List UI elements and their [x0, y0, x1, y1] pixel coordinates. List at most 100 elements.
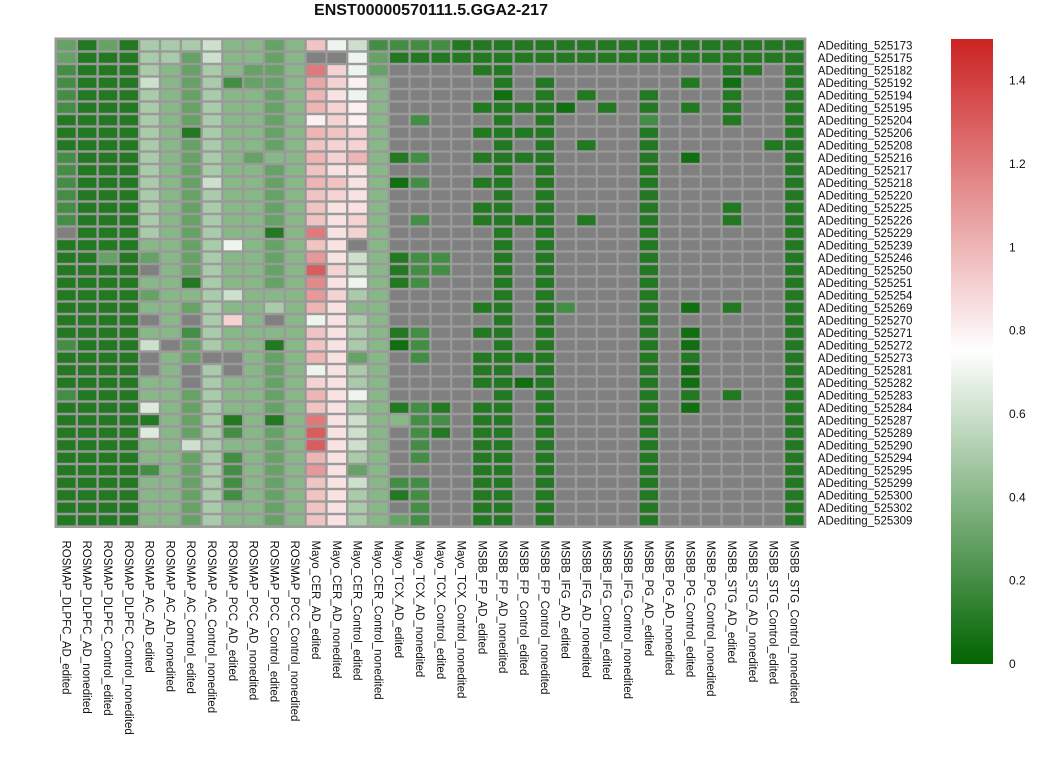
heatmap-cell	[327, 427, 346, 438]
heatmap-cell	[306, 252, 326, 263]
heatmap-cell	[140, 452, 159, 463]
heatmap-cell	[785, 190, 804, 201]
heatmap-cell	[98, 327, 118, 338]
heatmap-cell	[223, 302, 242, 313]
heatmap-cell	[161, 165, 180, 176]
heatmap-cell	[535, 177, 554, 188]
heatmap-cell	[785, 390, 804, 401]
heatmap-cell	[556, 352, 575, 363]
heatmap-cell	[535, 302, 554, 313]
heatmap-cell	[743, 115, 762, 126]
heatmap-cell	[265, 402, 284, 413]
heatmap-cell	[98, 427, 118, 438]
row-label: ADediting_525226	[818, 215, 913, 227]
heatmap-cell	[452, 227, 471, 238]
heatmap-cell	[785, 415, 804, 426]
heatmap-cell	[265, 290, 284, 301]
heatmap-cell	[598, 102, 617, 113]
column-label: MSBB_STG_Control_nonedited	[787, 541, 799, 704]
heatmap-cell	[660, 402, 679, 413]
heatmap-cell	[660, 65, 679, 76]
heatmap-cell	[598, 340, 617, 351]
heatmap-cell	[598, 65, 617, 76]
heatmap-cell	[202, 152, 222, 163]
heatmap-cell	[202, 177, 222, 188]
heatmap-cell	[57, 515, 76, 526]
heatmap-cell	[306, 65, 326, 76]
heatmap-cell	[577, 302, 596, 313]
heatmap-cell	[556, 127, 575, 138]
heatmap-cell	[514, 190, 534, 201]
column-label: MSBB_IFG_Control_nonedited	[621, 541, 633, 700]
heatmap-cell	[473, 190, 492, 201]
heatmap-cell	[598, 202, 617, 213]
heatmap-cell	[369, 115, 388, 126]
heatmap-cell	[223, 190, 242, 201]
heatmap-cell	[577, 502, 596, 513]
heatmap-cell	[702, 127, 721, 138]
heatmap-cell	[78, 127, 97, 138]
heatmap-cell	[514, 290, 534, 301]
heatmap-cell	[785, 502, 804, 513]
heatmap-cell	[265, 77, 284, 88]
heatmap-cell	[660, 277, 679, 288]
heatmap-cell	[431, 465, 450, 476]
heatmap-cell	[577, 402, 596, 413]
heatmap-cell	[327, 140, 346, 151]
heatmap-cell	[98, 352, 118, 363]
heatmap-cell	[348, 215, 367, 226]
heatmap-cell	[306, 52, 326, 63]
heatmap-cell	[556, 140, 575, 151]
heatmap-cell	[348, 102, 367, 113]
heatmap-cell	[410, 440, 430, 451]
row-label: ADediting_525281	[818, 365, 913, 377]
row-label: ADediting_525295	[818, 465, 913, 477]
heatmap-cell	[202, 127, 222, 138]
heatmap-cell	[598, 365, 617, 376]
heatmap-cell	[410, 190, 430, 201]
heatmap-cell	[514, 390, 534, 401]
heatmap-cell	[390, 427, 409, 438]
heatmap-cell	[785, 477, 804, 488]
heatmap-cell	[639, 465, 658, 476]
heatmap-cell	[182, 140, 201, 151]
heatmap-cell	[161, 315, 180, 326]
heatmap-cell	[764, 515, 783, 526]
heatmap-cell	[286, 315, 305, 326]
heatmap-cell	[535, 77, 554, 88]
heatmap-cell	[286, 90, 305, 101]
heatmap-cell	[202, 40, 222, 51]
heatmap-cell	[660, 240, 679, 251]
heatmap-cell	[140, 227, 159, 238]
heatmap-cell	[598, 402, 617, 413]
heatmap-cell	[535, 227, 554, 238]
heatmap-cell	[681, 127, 700, 138]
heatmap-cell	[702, 265, 721, 276]
heatmap-cell	[494, 252, 513, 263]
heatmap-cell	[306, 477, 326, 488]
heatmap-cell	[473, 265, 492, 276]
heatmap-cell	[452, 215, 471, 226]
heatmap-cell	[161, 90, 180, 101]
heatmap-cell	[535, 477, 554, 488]
heatmap-cell	[369, 452, 388, 463]
heatmap-cell	[98, 465, 118, 476]
row-label: ADediting_525270	[818, 315, 913, 327]
heatmap-cell	[286, 402, 305, 413]
heatmap-cell	[681, 465, 700, 476]
heatmap-cell	[743, 452, 762, 463]
heatmap-cell	[639, 215, 658, 226]
heatmap-cell	[244, 127, 263, 138]
heatmap-cell	[327, 302, 346, 313]
heatmap-cell	[119, 340, 138, 351]
heatmap-cell	[286, 477, 305, 488]
heatmap-cell	[348, 327, 367, 338]
heatmap-cell	[785, 515, 804, 526]
heatmap-cell	[161, 452, 180, 463]
heatmap-cell	[223, 352, 242, 363]
heatmap-cell	[306, 127, 326, 138]
heatmap-cell	[306, 502, 326, 513]
heatmap-cell	[618, 352, 638, 363]
heatmap-cell	[764, 302, 783, 313]
heatmap-cell	[452, 502, 471, 513]
